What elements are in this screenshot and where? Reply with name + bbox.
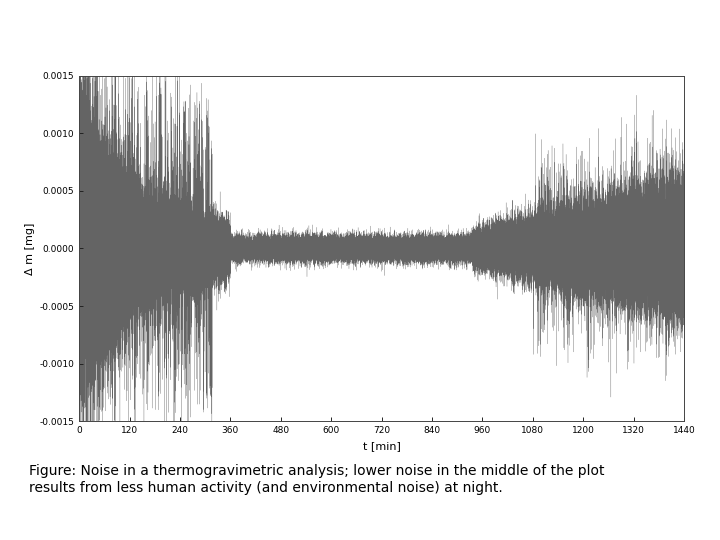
Y-axis label: Δ m [mg]: Δ m [mg] — [25, 222, 35, 274]
Text: Figure: Noise in a thermogravimetric analysis; lower noise in the middle of the : Figure: Noise in a thermogravimetric ana… — [29, 464, 604, 495]
X-axis label: t [min]: t [min] — [363, 441, 400, 450]
